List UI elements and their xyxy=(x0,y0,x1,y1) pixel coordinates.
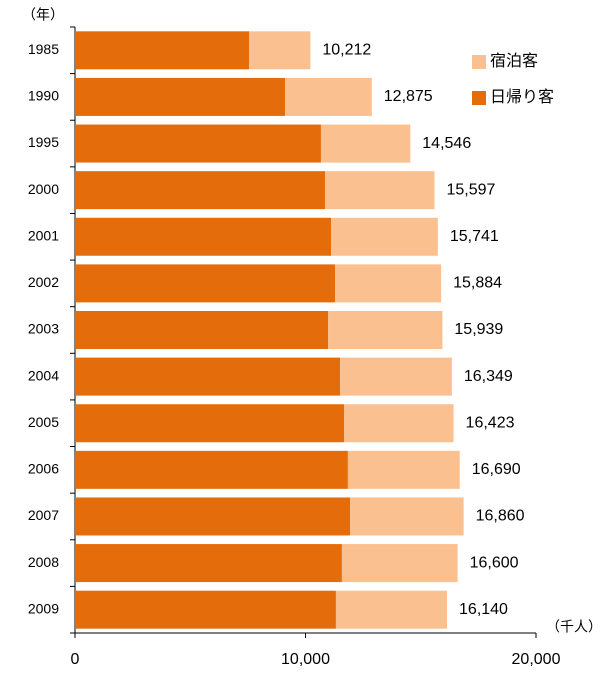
bar-segment xyxy=(331,217,438,256)
x-tick-label: 10,000 xyxy=(281,651,330,668)
total-label: 15,939 xyxy=(454,321,503,338)
bar-segment xyxy=(75,31,250,70)
total-label: 16,860 xyxy=(476,508,525,525)
total-label: 16,423 xyxy=(466,414,515,431)
total-label: 16,690 xyxy=(472,461,521,478)
bar-segment xyxy=(75,590,336,629)
bar-segment xyxy=(75,124,321,163)
bar-segment xyxy=(341,544,458,583)
y-tick-label: 2009 xyxy=(28,600,59,616)
total-label: 16,140 xyxy=(459,601,508,618)
bar-segment xyxy=(75,171,326,210)
x-tick-label: 20,000 xyxy=(512,651,561,668)
bar-segment xyxy=(335,590,448,629)
bar-segment xyxy=(347,450,460,489)
y-tick-label: 1990 xyxy=(28,88,59,104)
y-tick-label: 1985 xyxy=(28,41,59,57)
bar-segment xyxy=(75,217,332,256)
bar-segment xyxy=(340,357,452,396)
y-tick-label: 2000 xyxy=(28,181,59,197)
total-label: 15,741 xyxy=(450,228,499,245)
y-tick-label: 2007 xyxy=(28,507,59,523)
y-tick-label: 2005 xyxy=(28,414,59,430)
y-tick-label: 2006 xyxy=(28,461,59,477)
bar-segment xyxy=(328,311,443,349)
legend-swatch xyxy=(472,55,486,69)
bar-segment xyxy=(320,124,411,163)
bar-segment xyxy=(75,544,342,583)
bar-segment xyxy=(75,357,341,396)
total-label: 12,875 xyxy=(384,88,433,105)
total-label: 10,212 xyxy=(322,42,371,59)
legend-label: 宿泊客 xyxy=(490,52,538,70)
bar-segment xyxy=(75,311,329,349)
y-tick-label: 2008 xyxy=(28,554,59,570)
y-axis-label: （年） xyxy=(22,7,64,23)
total-label: 15,597 xyxy=(447,181,496,198)
bar-segment xyxy=(335,264,442,303)
total-label: 16,600 xyxy=(470,554,519,571)
bar-segment xyxy=(75,404,344,443)
total-label: 14,546 xyxy=(422,135,471,152)
bar-segment xyxy=(75,497,350,536)
total-label: 15,884 xyxy=(453,275,502,292)
y-tick-label: 2003 xyxy=(28,321,59,337)
legend-label: 日帰り客 xyxy=(490,88,554,106)
y-tick-label: 2001 xyxy=(28,227,59,243)
x-axis-label: （千人） xyxy=(546,619,600,635)
bar-segment xyxy=(75,264,336,303)
bar-segment xyxy=(284,77,372,116)
y-tick-label: 2002 xyxy=(28,274,59,290)
bar-segment xyxy=(325,171,435,210)
y-tick-label: 2004 xyxy=(28,367,59,383)
bar-segment xyxy=(75,450,348,489)
bar-segment xyxy=(75,77,285,116)
x-tick-label: 0 xyxy=(71,651,80,668)
y-tick-label: 1995 xyxy=(28,134,59,150)
bar-segment xyxy=(349,497,464,536)
bar-segment xyxy=(249,31,311,70)
bar-segment xyxy=(343,404,454,443)
legend-swatch xyxy=(472,91,486,105)
total-label: 16,349 xyxy=(464,368,513,385)
